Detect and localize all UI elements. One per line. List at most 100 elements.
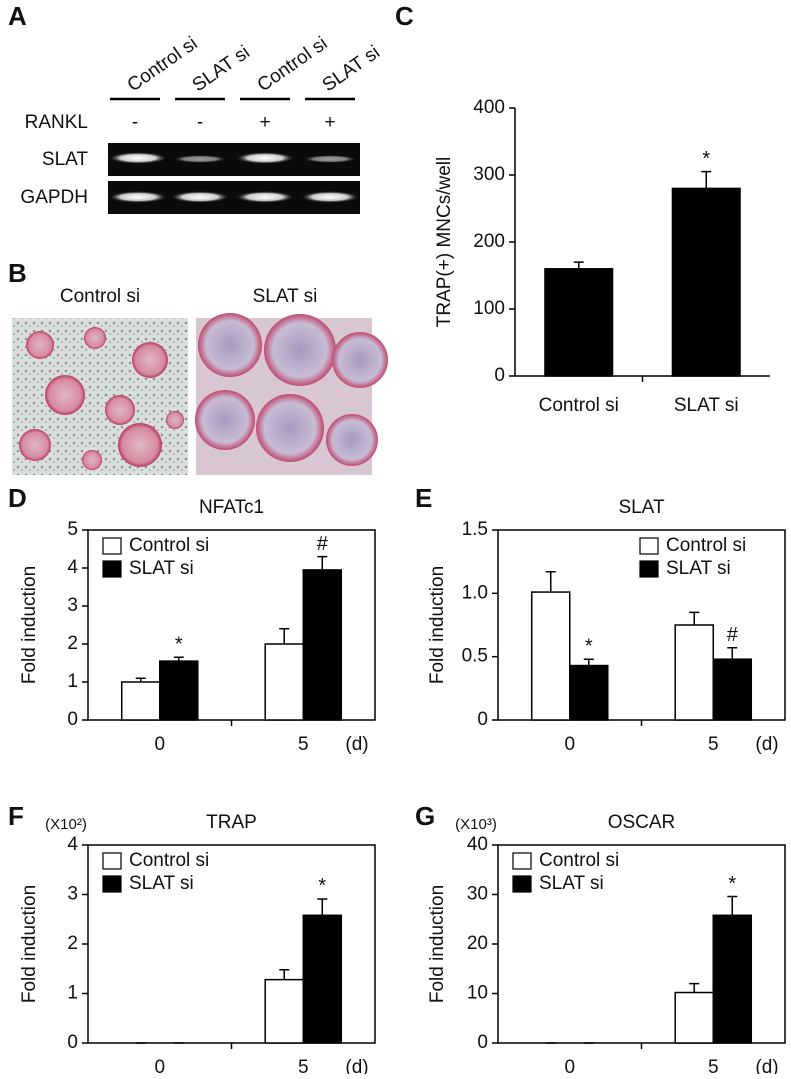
y-tick-label: 3: [67, 595, 78, 616]
scale-label: (X10²): [45, 816, 87, 833]
legend-label: SLAT si: [129, 558, 194, 579]
bar: [264, 643, 305, 721]
lane-label: Control si: [254, 33, 332, 96]
significance-marker: *: [318, 875, 326, 897]
legend-swatch: [512, 852, 532, 870]
y-tick-label: 1.0: [462, 582, 488, 603]
y-tick-label: 10: [467, 983, 488, 1004]
legend-label: SLAT si: [129, 873, 194, 894]
error-bar: [317, 898, 328, 916]
x-axis-label: (d): [345, 734, 368, 755]
treatment-sign: -: [132, 112, 138, 133]
legend-label: SLAT si: [539, 873, 604, 894]
x-tick-label: 0: [154, 1057, 165, 1074]
image-label: Control si: [60, 286, 140, 307]
legend-label: SLAT si: [666, 558, 731, 579]
x-tick-label: 5: [298, 1057, 309, 1074]
x-tick-label: SLAT si: [674, 395, 739, 416]
panel-letter: C: [395, 1, 414, 31]
y-tick-label: 2: [67, 933, 78, 954]
y-tick-label: 1: [67, 983, 78, 1004]
treatment-sign: +: [259, 112, 270, 133]
significance-marker: *: [175, 634, 183, 656]
error-bar: [279, 628, 290, 644]
legend-swatch: [639, 537, 659, 555]
lane-labels: Control si SLAT si Control si SLAT si: [124, 33, 384, 96]
y-tick-label: 0: [67, 709, 78, 730]
y-tick-label: 100: [473, 298, 505, 319]
bar: [712, 658, 753, 721]
legend-swatch: [102, 537, 122, 555]
significance-marker: *: [728, 873, 736, 895]
panel-letter: F: [8, 801, 24, 831]
error-bar: [727, 647, 738, 660]
chart-title: NFATc1: [199, 497, 264, 518]
row-label: RANKL: [25, 112, 88, 133]
significance-marker: *: [585, 635, 593, 657]
error-bar: [573, 261, 584, 269]
bar: [674, 624, 714, 721]
x-axis-label: (d): [345, 1057, 368, 1074]
error-bar: [689, 611, 700, 625]
y-axis-label: TRAP(+) MNCs/well: [434, 157, 455, 327]
gel: [108, 143, 360, 214]
bar: [264, 978, 305, 1044]
y-tick-label: 400: [473, 97, 505, 118]
x-axis-label: (d): [755, 734, 778, 755]
y-tick-label: 30: [467, 884, 488, 905]
x-tick-label: 5: [298, 734, 309, 755]
x-tick-label: 0: [564, 734, 575, 755]
bar: [712, 914, 753, 1044]
y-tick-label: 200: [473, 231, 505, 252]
image-label: SLAT si: [253, 286, 318, 307]
bar: [569, 664, 609, 721]
y-axis-label: Fold induction: [427, 885, 448, 1003]
lane-label: Control si: [124, 33, 202, 96]
y-tick-label: 300: [473, 164, 505, 185]
chart-title: OSCAR: [608, 812, 676, 833]
x-tick-label: 0: [154, 734, 165, 755]
micrograph: [195, 313, 388, 475]
y-tick-label: 4: [67, 834, 78, 855]
legend-swatch: [102, 875, 122, 893]
error-bar: [583, 658, 594, 666]
x-tick-label: 0: [564, 1057, 575, 1074]
bar: [159, 660, 199, 721]
error-bar: [173, 656, 184, 662]
bar: [544, 268, 614, 377]
x-tick-label: Control si: [539, 395, 619, 416]
y-tick-label: 0.5: [462, 646, 488, 667]
legend-label: Control si: [539, 850, 619, 871]
bar: [120, 681, 161, 721]
x-axis-label: (d): [755, 1057, 778, 1074]
error-bar: [545, 571, 556, 593]
y-tick-label: 1: [67, 671, 78, 692]
row-label: GAPDH: [20, 187, 88, 208]
bar: [530, 591, 571, 721]
y-tick-label: 0: [67, 1032, 78, 1053]
row-label: SLAT: [42, 149, 89, 170]
error-bar: [727, 895, 738, 916]
treatment-sign: +: [324, 112, 335, 133]
significance-marker: #: [317, 533, 329, 555]
y-axis-label: Fold induction: [19, 885, 40, 1003]
legend-label: Control si: [129, 850, 209, 871]
y-tick-label: 5: [67, 519, 78, 540]
bar: [674, 991, 714, 1044]
y-axis-label: Fold induction: [19, 566, 40, 684]
chart-title: TRAP: [206, 812, 257, 833]
significance-marker: #: [727, 624, 739, 646]
y-tick-label: 0: [477, 1032, 488, 1053]
x-tick-label: 5: [708, 734, 719, 755]
x-tick-label: 5: [708, 1057, 719, 1074]
bar: [302, 914, 343, 1044]
legend-swatch: [102, 560, 122, 578]
panel-letter: G: [415, 801, 435, 831]
bar: [671, 187, 741, 377]
y-axis-label: Fold induction: [427, 566, 448, 684]
legend-swatch: [639, 560, 659, 578]
y-tick-label: 0: [477, 709, 488, 730]
legend-swatch: [102, 852, 122, 870]
error-bar: [689, 982, 700, 993]
